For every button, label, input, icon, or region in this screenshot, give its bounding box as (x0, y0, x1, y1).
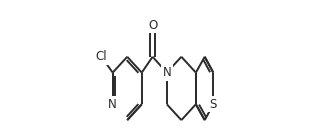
Text: N: N (162, 66, 171, 79)
Text: N: N (108, 98, 117, 111)
Text: O: O (148, 19, 157, 32)
Text: S: S (210, 98, 217, 111)
Text: Cl: Cl (96, 50, 107, 63)
